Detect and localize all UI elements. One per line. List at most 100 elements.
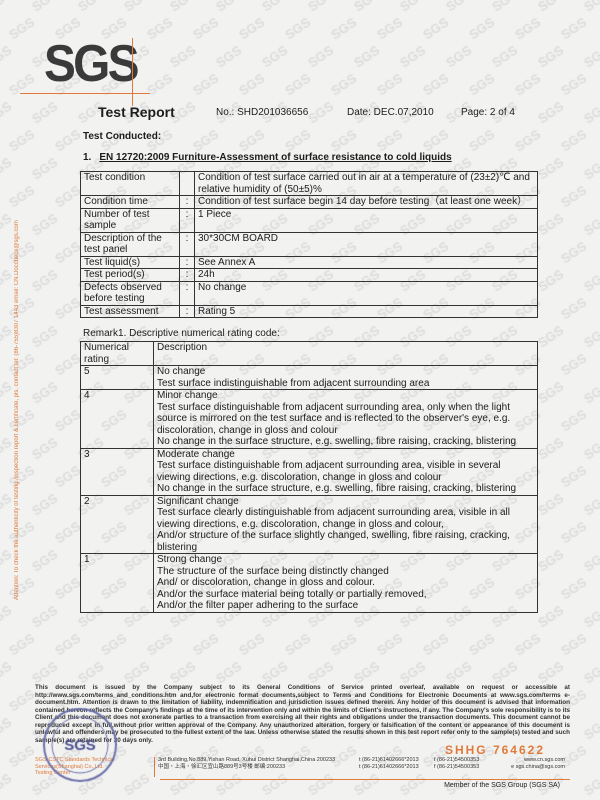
footer-company: SGS-CSTC Standards Technical Services(Sh… (35, 757, 115, 770)
condition-row: Test liquid(s): See Annex A (80, 255, 538, 269)
rating-row: 1 Strong change The structure of the surfa… (80, 553, 538, 613)
condition-row: Number of test sample:1 Piece (80, 207, 538, 233)
footer-area: This document is issued by the Company s… (35, 684, 570, 790)
table-header-row: Numerical rating Description (80, 341, 538, 366)
condition-row: Condition time: Condition of test surface… (80, 195, 538, 209)
footer-company-block: SGS-CSTC Standards Technical Services(Sh… (35, 757, 149, 777)
footer-address-cn: 中国・上海・徐汇区宜山路889号3号楼 邮编:200233 (158, 763, 286, 770)
condition-label: Description of the test panel (80, 231, 180, 257)
member-text: Member of the SGS Group (SGS SA) (444, 781, 560, 789)
footer-address-block: 3rd Building,No.889,Yishan Road, Xuhui D… (154, 757, 354, 777)
footer-fax: f (86-21)54500353 (434, 757, 480, 763)
condition-separator (179, 171, 195, 196)
description-line: Test surface distinguishable from adjace… (157, 401, 511, 436)
description-line: Minor change (157, 390, 218, 401)
condition-row: Test assessment: Rating 5 (80, 304, 538, 318)
footer-fax-block: f (86-21)54500353 f (86-21)54500353 (434, 757, 494, 777)
description-line: No change in the surface structure, e.g.… (157, 436, 517, 447)
footer-contacts: SGS-CSTC Standards Technical Services(Sh… (35, 757, 570, 777)
condition-value: Condition of test surface carried out in… (194, 171, 538, 196)
condition-separator: : (179, 304, 195, 318)
condition-separator: : (179, 231, 195, 257)
condition-value: No change (194, 280, 538, 306)
section-number: 1. (83, 152, 92, 163)
condition-label: Defects observed before testing (80, 280, 180, 306)
rating-description: Significant change Test surface clearly d… (153, 494, 538, 554)
condition-label: Test liquid(s) (80, 255, 180, 269)
condition-value: 24h (194, 268, 538, 282)
condition-label: Test condition (80, 171, 180, 196)
footer-tel: t (86-21)61402666*2013 (359, 757, 419, 763)
description-line: No change (157, 366, 206, 377)
condition-value: 1 Piece (194, 207, 538, 233)
condition-row: Test period(s):24h (80, 268, 538, 282)
condition-row: Test condition Condition of test surface … (80, 171, 538, 196)
report-title: Test Report (98, 104, 175, 120)
rating-code-table: Numerical rating Description 5 No change T… (80, 341, 538, 613)
footer-center: Testing Center (35, 770, 71, 776)
condition-label: Number of test sample (80, 207, 180, 233)
description-line: Moderate change (157, 448, 235, 460)
condition-separator: : (179, 280, 195, 306)
footer-tel-2: t (86-21)61402666*2013 (359, 763, 419, 770)
description-line: Strong change (157, 554, 223, 565)
sgs-logo: SGS (44, 35, 140, 93)
footer-web-block: www.cn.sgs.com e sgs.china@sgs.com (499, 757, 565, 777)
condition-label: Test assessment (80, 304, 180, 318)
description-line: Significant change (157, 495, 239, 507)
footer-address-en: 3rd Building,No.889,Yishan Road, Xuhui D… (158, 757, 336, 763)
test-conditions-table: Test condition Condition of test surface … (80, 171, 538, 318)
description-line: And/or the surface material being totall… (157, 588, 427, 600)
main-content: Test Conducted: 1. EN 12720:2009 Furnitur… (80, 131, 538, 613)
report-number: No.: SHD201036656 (216, 107, 309, 118)
rating-row: 2 Significant change Test surface clearly … (80, 494, 538, 554)
rating-value: 3 (80, 447, 154, 496)
condition-separator: : (179, 207, 195, 233)
condition-row: Defects observed before testing: No chang… (80, 280, 538, 306)
condition-separator: : (179, 195, 195, 209)
rating-value: 1 (80, 553, 154, 613)
footer-web[interactable]: www.cn.sgs.com (524, 757, 565, 763)
serial-number: SHHG 764622 (444, 743, 545, 757)
logo-rule-vertical (132, 38, 133, 106)
description-line: Test surface clearly distinguishable fro… (157, 507, 510, 530)
rating-description: Strong change The structure of the surfac… (153, 553, 538, 613)
condition-value: Condition of test surface begin 14 day b… (194, 195, 538, 209)
legal-disclaimer: This document is issued by the Company s… (35, 684, 570, 744)
condition-label: Condition time (80, 195, 180, 209)
header-rating: Numerical rating (80, 341, 154, 366)
rating-value: 5 (80, 365, 154, 390)
condition-separator: : (179, 268, 195, 282)
condition-separator: : (179, 255, 195, 269)
rating-value: 4 (80, 389, 154, 449)
footer-rule (160, 778, 570, 780)
description-line: The structure of the surface being disti… (157, 565, 389, 577)
description-line: And/or the filter paper adhering to the … (157, 600, 359, 611)
header-description: Description (153, 341, 538, 366)
rating-description: No change Test surface indistinguishable … (153, 365, 538, 390)
logo-rule-horizontal (20, 93, 150, 94)
condition-value: Rating 5 (194, 304, 538, 318)
condition-label: Test period(s) (80, 268, 180, 282)
section-heading: 1. EN 12720:2009 Furniture-Assessment of … (83, 152, 538, 164)
footer-tel-block: t (86-21)61402666*2013 t (86-21)61402666… (359, 757, 429, 777)
description-line: No change in the surface structure, e.g.… (157, 483, 517, 494)
rating-description: Minor change Test surface distinguishable… (153, 389, 538, 449)
test-conducted-heading: Test Conducted: (83, 131, 162, 142)
rating-row: 5 No change Test surface indistinguishable… (80, 365, 538, 390)
condition-value: 30*30CM BOARD (194, 231, 538, 257)
condition-row: Description of the test panel:30*30CM BO… (80, 231, 538, 257)
footer-email[interactable]: e sgs.china@sgs.com (511, 763, 565, 770)
condition-value: See Annex A (194, 255, 538, 269)
rating-description: Moderate change Test surface distinguisha… (153, 447, 538, 496)
description-line: Test surface indistinguishable from adja… (157, 377, 430, 389)
remark-heading: Remark1. Descriptive numerical rating co… (83, 328, 280, 339)
description-line: Test surface distinguishable from adjace… (157, 460, 501, 483)
footer-fax-2: f (86-21)54500353 (434, 763, 480, 770)
section-title: EN 12720:2009 Furniture-Assessment of su… (99, 152, 452, 163)
report-date: Date: DEC.07,2010 (347, 107, 434, 118)
rating-row: 3 Moderate change Test surface distinguish… (80, 447, 538, 496)
description-line: And/ or discoloration, change in gloss a… (157, 577, 375, 588)
rating-value: 2 (80, 494, 154, 554)
page-number: Page: 2 of 4 (461, 107, 515, 118)
